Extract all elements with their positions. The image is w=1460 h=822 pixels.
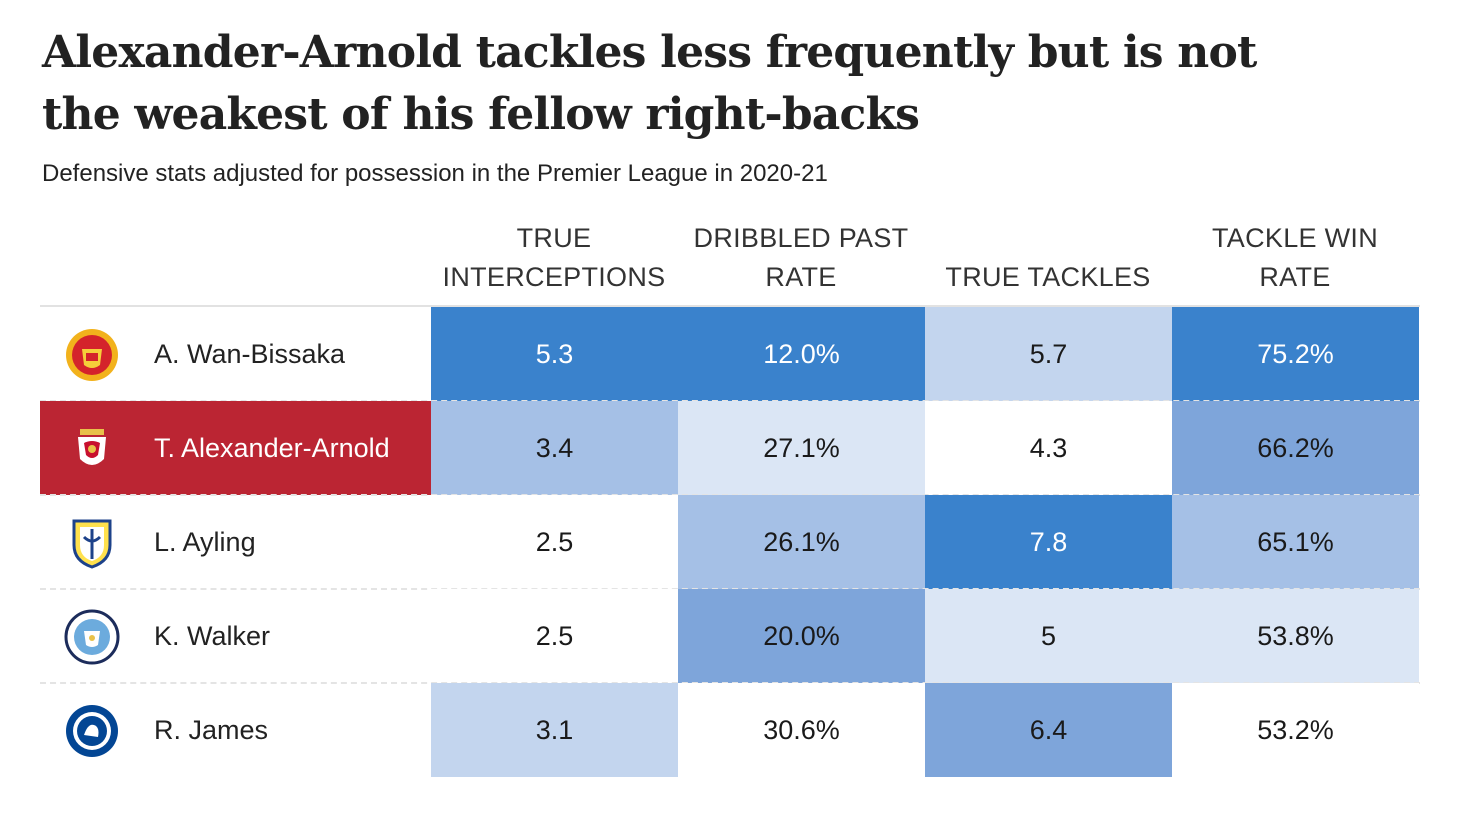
- stat-cell: 20.0%: [678, 589, 925, 683]
- col-header-true-interceptions: TRUE INTERCEPTIONS: [431, 218, 677, 298]
- stat-cell: 4.3: [925, 401, 1172, 495]
- table-row: R. James 3.1 30.6% 6.4 53.2%: [40, 683, 1420, 777]
- stat-cell: 26.1%: [678, 495, 925, 589]
- player-cell: K. Walker: [40, 589, 431, 683]
- table-row: L. Ayling 2.5 26.1% 7.8 65.1%: [40, 495, 1420, 590]
- leeds-crest-icon: [72, 519, 112, 569]
- col-header-dribbled-past-rate: DRIBBLED PAST RATE: [678, 218, 924, 298]
- player-name: A. Wan-Bissaka: [154, 339, 346, 369]
- col-header-tackle-win-rate: TACKLE WIN RATE: [1172, 218, 1418, 298]
- liverpool-crest-icon: [78, 429, 106, 465]
- header-divider: [40, 305, 1420, 307]
- chelsea-crest-icon: [66, 705, 118, 757]
- player-cell: A. Wan-Bissaka: [40, 307, 431, 401]
- col-header-line2: RATE: [1259, 262, 1331, 292]
- stat-cell: 53.2%: [1172, 683, 1419, 777]
- man-city-crest-icon: [64, 609, 120, 665]
- stat-cell: 7.8: [925, 495, 1172, 589]
- col-header-line2: RATE: [765, 262, 837, 292]
- stat-cell: 12.0%: [678, 307, 925, 401]
- player-cell-highlighted: T. Alexander-Arnold: [40, 401, 431, 495]
- stat-cell: 66.2%: [1172, 401, 1419, 495]
- table-row: K. Walker 2.5 20.0% 5 53.8%: [40, 589, 1420, 684]
- col-header-line1: DRIBBLED PAST: [693, 223, 909, 253]
- table-row: T. Alexander-Arnold 3.4 27.1% 4.3 66.2%: [40, 401, 1420, 496]
- chart-title: Alexander-Arnold tackles less frequently…: [42, 27, 1257, 140]
- player-name: K. Walker: [154, 621, 271, 651]
- stat-cell: 65.1%: [1172, 495, 1419, 589]
- col-header-true-tackles: TRUE TACKLES: [925, 218, 1171, 298]
- stat-cell: 5: [925, 589, 1172, 683]
- stat-cell: 5.7: [925, 307, 1172, 401]
- table-row: A. Wan-Bissaka 5.3 12.0% 5.7 75.2%: [40, 307, 1420, 402]
- stat-cell: 3.4: [431, 401, 678, 495]
- player-name: R. James: [154, 715, 269, 745]
- stat-cell: 27.1%: [678, 401, 925, 495]
- stat-cell: 75.2%: [1172, 307, 1419, 401]
- man-utd-crest-icon: [66, 329, 118, 381]
- player-cell: R. James: [40, 683, 431, 777]
- col-header-line1: TACKLE WIN: [1211, 223, 1378, 253]
- player-name: T. Alexander-Arnold: [154, 433, 390, 463]
- stat-cell: 2.5: [431, 495, 678, 589]
- stat-cell: 3.1: [431, 683, 678, 777]
- stat-cell: 6.4: [925, 683, 1172, 777]
- stat-cell: 30.6%: [678, 683, 925, 777]
- col-header-line2: TRUE TACKLES: [945, 262, 1151, 292]
- stat-cell: 53.8%: [1172, 589, 1419, 683]
- stat-cell: 2.5: [431, 589, 678, 683]
- col-header-line1: TRUE: [516, 223, 592, 253]
- col-header-line2: INTERCEPTIONS: [442, 262, 666, 292]
- player-cell: L. Ayling: [40, 495, 431, 589]
- chart-subtitle: Defensive stats adjusted for possession …: [42, 160, 828, 187]
- player-name: L. Ayling: [154, 527, 256, 557]
- stat-cell: 5.3: [431, 307, 678, 401]
